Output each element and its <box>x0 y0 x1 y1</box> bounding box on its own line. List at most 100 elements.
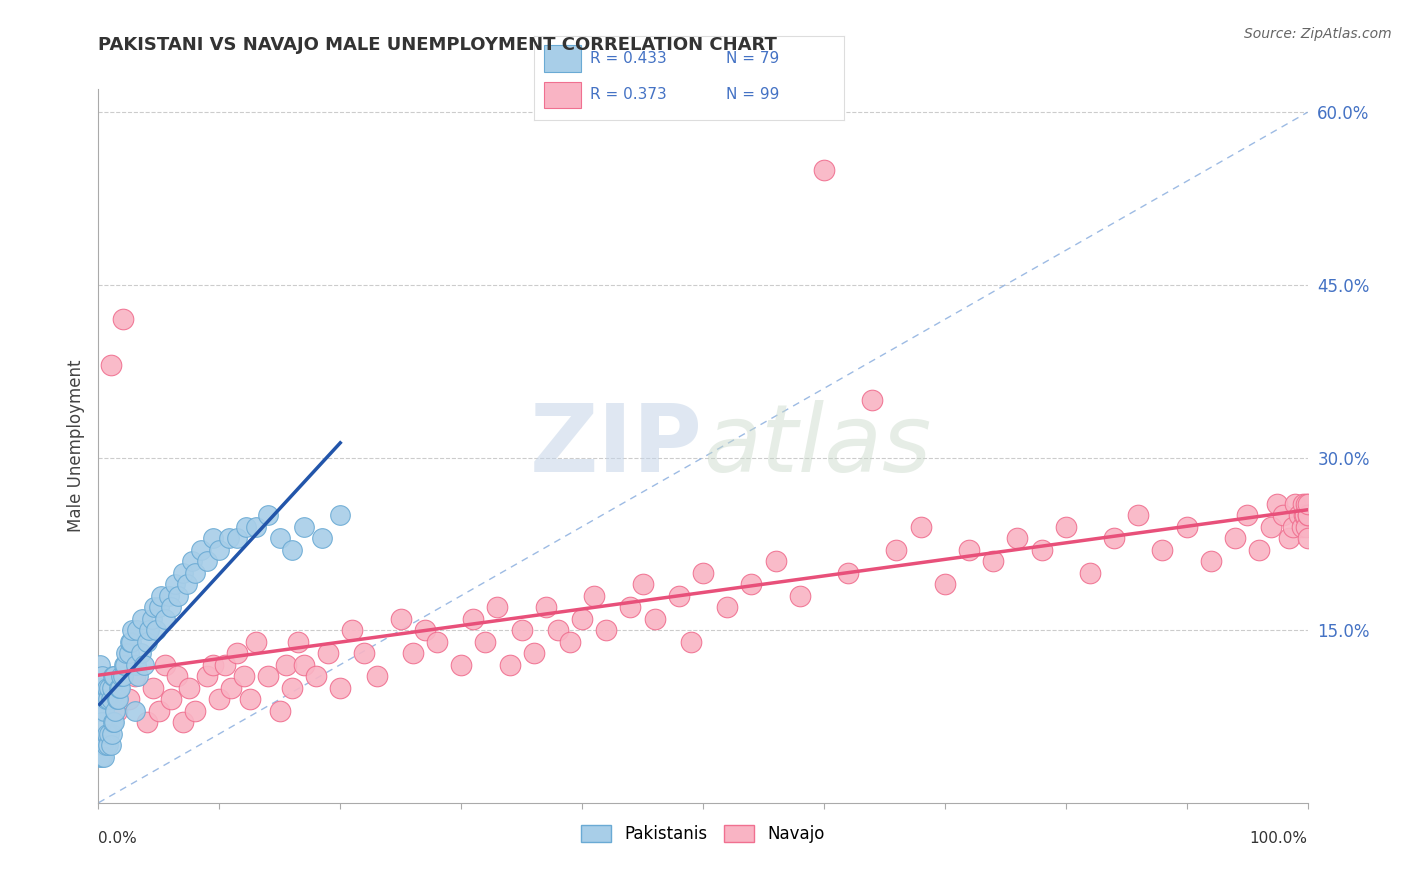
Point <box>692 566 714 580</box>
Point <box>1288 508 1310 522</box>
Point <box>96 681 118 695</box>
Point <box>226 646 249 660</box>
Point <box>90 738 112 752</box>
Point <box>292 657 315 672</box>
Point <box>1175 519 1198 533</box>
Point <box>100 727 122 741</box>
Point <box>105 692 128 706</box>
Point <box>1199 554 1222 568</box>
Point <box>981 554 1004 568</box>
Point <box>127 669 149 683</box>
Point <box>1292 508 1315 522</box>
Point <box>245 634 267 648</box>
Point <box>97 738 120 752</box>
Point <box>142 681 165 695</box>
Point <box>93 749 115 764</box>
Point <box>148 600 170 615</box>
Point <box>1292 497 1315 511</box>
Point <box>679 634 702 648</box>
Point <box>1284 497 1306 511</box>
Point <box>153 612 176 626</box>
Point <box>118 692 141 706</box>
Point <box>886 542 908 557</box>
Point <box>486 600 509 615</box>
Point <box>103 669 125 683</box>
Point <box>124 669 146 683</box>
Point <box>195 554 218 568</box>
Point <box>180 554 202 568</box>
Text: 100.0%: 100.0% <box>1250 831 1308 847</box>
Point <box>619 600 641 615</box>
Point <box>765 554 787 568</box>
Point <box>1078 566 1101 580</box>
Point <box>110 669 132 683</box>
Point <box>342 623 364 637</box>
Bar <box>544 45 581 72</box>
Point <box>311 531 333 545</box>
Point <box>1296 497 1319 511</box>
Point <box>195 669 218 683</box>
Point <box>934 577 956 591</box>
Point <box>1102 531 1125 545</box>
Point <box>100 681 122 695</box>
Point <box>558 634 581 648</box>
Point <box>100 738 122 752</box>
Point <box>1223 531 1246 545</box>
Point <box>644 612 666 626</box>
Point <box>90 681 112 695</box>
Point <box>121 623 143 637</box>
Point <box>91 669 114 683</box>
Point <box>1007 531 1029 545</box>
Point <box>184 566 207 580</box>
Point <box>190 542 212 557</box>
Text: R = 0.433: R = 0.433 <box>591 51 666 66</box>
Point <box>108 681 131 695</box>
Point <box>145 623 167 637</box>
Point <box>1128 508 1150 522</box>
Point <box>108 681 131 695</box>
Point <box>98 727 121 741</box>
Point <box>716 600 738 615</box>
Point <box>571 612 593 626</box>
Point <box>202 531 225 545</box>
Point <box>111 669 134 683</box>
Point <box>329 681 352 695</box>
Point <box>101 669 124 683</box>
Point <box>269 704 291 718</box>
Point <box>595 623 617 637</box>
Point <box>135 715 157 730</box>
Point <box>143 600 166 615</box>
Point <box>163 577 186 591</box>
Point <box>208 542 231 557</box>
Point <box>134 657 156 672</box>
Point <box>305 669 328 683</box>
Point <box>160 600 183 615</box>
Point <box>118 634 141 648</box>
Point <box>245 519 267 533</box>
Y-axis label: Male Unemployment: Male Unemployment <box>67 359 86 533</box>
Point <box>125 657 148 672</box>
Point <box>463 612 485 626</box>
Point <box>1031 542 1053 557</box>
Legend: Pakistanis, Navajo: Pakistanis, Navajo <box>572 817 834 852</box>
Point <box>89 657 111 672</box>
Point <box>166 669 188 683</box>
Point <box>1296 508 1319 522</box>
Point <box>1291 519 1313 533</box>
Point <box>91 738 114 752</box>
Point <box>389 612 412 626</box>
Point <box>426 634 449 648</box>
Point <box>281 542 304 557</box>
Point <box>129 646 152 660</box>
Point <box>148 704 170 718</box>
Point <box>1272 508 1295 522</box>
Point <box>287 634 309 648</box>
Point <box>138 623 160 637</box>
Point <box>104 704 127 718</box>
Point <box>269 531 291 545</box>
Point <box>160 692 183 706</box>
Point <box>101 715 124 730</box>
Point <box>1152 542 1174 557</box>
Point <box>124 704 146 718</box>
Point <box>534 600 557 615</box>
